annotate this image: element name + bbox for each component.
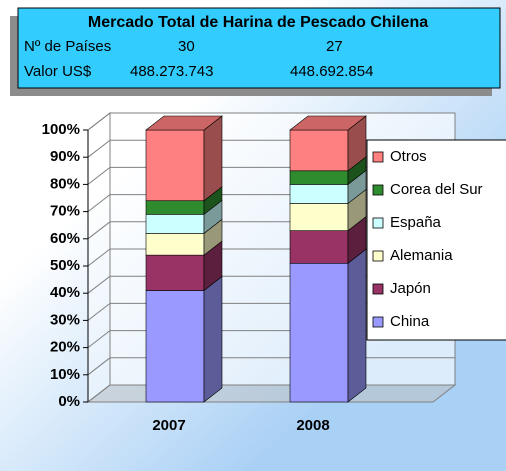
legend-label: España	[390, 214, 442, 231]
bar-segment	[289, 129, 349, 172]
bar-segment	[289, 203, 349, 231]
info-label: Nº de Países	[24, 38, 111, 55]
bar-segment	[145, 254, 205, 291]
legend	[366, 139, 506, 341]
bar-segment	[145, 129, 205, 202]
y-tick-label: 30%	[50, 311, 80, 328]
info-title: Mercado Total de Harina de Pescado Chile…	[88, 14, 428, 31]
y-tick-label: 100%	[42, 121, 80, 138]
legend-label: China	[390, 313, 430, 330]
bar-side	[203, 275, 223, 403]
info-value: 488.273.743	[130, 63, 213, 80]
y-tick-label: 70%	[50, 203, 80, 220]
bar-segment	[145, 290, 205, 403]
legend-label: Corea del Sur	[390, 181, 483, 198]
info-value: 27	[326, 38, 343, 55]
legend-swatch	[372, 151, 384, 163]
bar-side	[203, 115, 223, 202]
x-tick-label: 2007	[152, 417, 185, 434]
info-label: Valor US$	[24, 63, 92, 80]
y-tick-label: 60%	[50, 230, 80, 247]
legend-label: Alemania	[390, 247, 453, 264]
y-tick-label: 80%	[50, 175, 80, 192]
legend-swatch	[372, 250, 384, 262]
floor	[86, 384, 457, 403]
legend-swatch	[372, 184, 384, 196]
bar-segment	[289, 262, 349, 403]
info-value: 30	[178, 38, 195, 55]
grid-line	[87, 112, 455, 131]
bar-top	[145, 115, 223, 131]
bar-segment	[289, 184, 349, 204]
y-tick-label: 40%	[50, 284, 80, 301]
legend-label: Japón	[390, 280, 431, 297]
bar-segment	[145, 233, 205, 256]
bar-top	[289, 115, 367, 131]
bar-segment	[145, 200, 205, 215]
legend-label: Otros	[390, 148, 427, 165]
legend-swatch	[372, 316, 384, 328]
y-tick-label: 90%	[50, 148, 80, 165]
x-tick-label: 2008	[296, 417, 329, 434]
y-tick-label: 50%	[50, 257, 80, 274]
bar-side	[347, 248, 367, 403]
info-box	[17, 7, 501, 89]
bar-segment	[145, 214, 205, 234]
legend-swatch	[372, 283, 384, 295]
bar-segment	[289, 230, 349, 264]
info-value: 448.692.854	[290, 63, 373, 80]
y-tick-label: 20%	[50, 339, 80, 356]
bar-segment	[289, 170, 349, 185]
y-tick-label: 10%	[50, 366, 80, 383]
y-tick-label: 0%	[58, 393, 80, 410]
legend-swatch	[372, 217, 384, 229]
